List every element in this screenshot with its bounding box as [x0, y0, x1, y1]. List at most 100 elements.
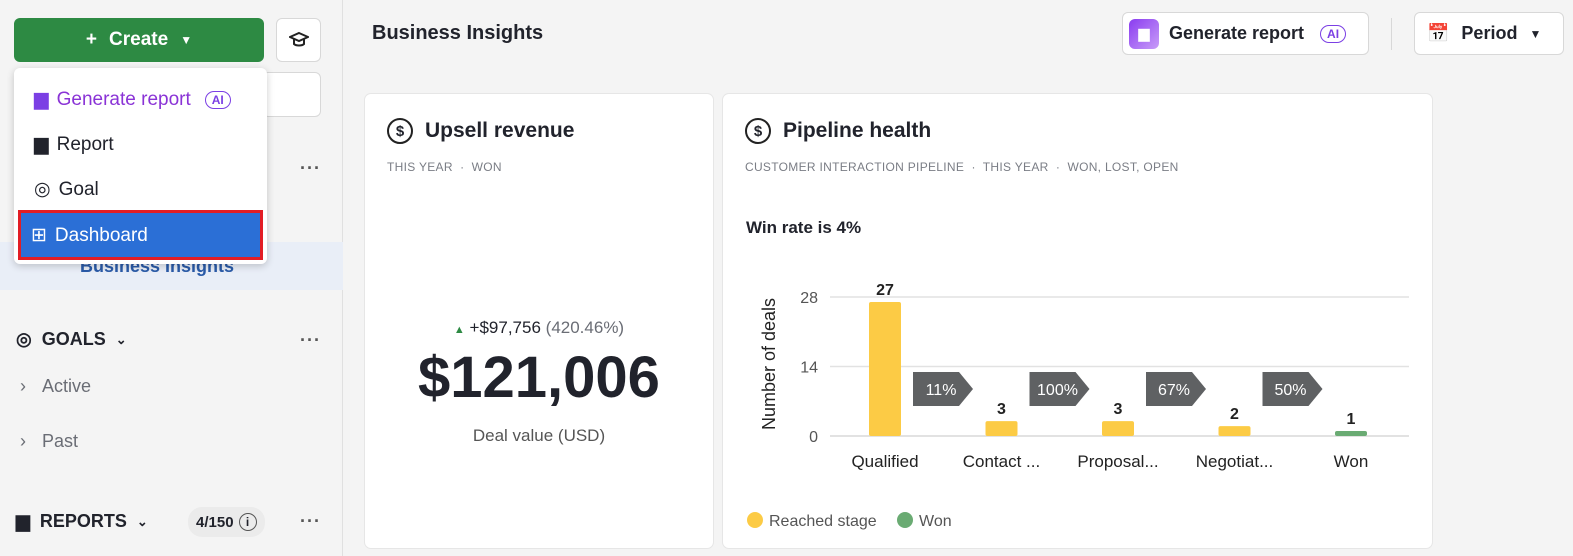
goals-section[interactable]: ◎ GOALS ⌄: [16, 329, 127, 350]
menu-item-generate-report[interactable]: ▆ Generate report AI: [34, 88, 231, 111]
button-label: Period: [1461, 23, 1518, 43]
change-value: +$97,756: [469, 318, 541, 337]
more-icon[interactable]: ···: [300, 330, 321, 350]
academy-button[interactable]: [276, 18, 321, 62]
title-text: Upsell revenue: [425, 119, 575, 142]
x-tick-label: Contact ...: [963, 452, 1040, 471]
create-button[interactable]: + Create ▼: [14, 18, 264, 62]
item-label: Goal: [58, 178, 99, 200]
search-input[interactable]: [262, 72, 321, 117]
target-icon: ◎: [34, 179, 51, 200]
goal-active[interactable]: › Active: [20, 376, 91, 397]
goal-past[interactable]: › Past: [20, 431, 78, 452]
graduation-cap-icon: [288, 31, 309, 47]
chevron-down-icon: ⌄: [115, 331, 127, 347]
x-tick-label: Won: [1334, 452, 1369, 471]
dollar-icon: $: [745, 118, 771, 144]
caret-down-icon: ▼: [180, 33, 193, 47]
conversion-rate: 11%: [926, 382, 957, 399]
reports-count-badge: 4/150 i: [188, 507, 265, 537]
legend-swatch: [747, 512, 763, 528]
caret-down-icon: ▼: [1529, 26, 1542, 41]
item-label: Past: [42, 431, 79, 451]
create-dropdown-menu: ▆ Generate report AI ▆ Report ◎ Goal ⊞ Dashbo…: [14, 68, 267, 264]
data-label: 3: [997, 401, 1006, 418]
divider: [1391, 18, 1392, 50]
section-title: REPORTS: [39, 511, 127, 531]
conversion-arrow: [1029, 372, 1090, 406]
pipeline-health-card[interactable]: $ Pipeline health CUSTOMER INTERACTION PI…: [723, 94, 1432, 548]
legend-swatch: [897, 512, 913, 528]
bar-chart-icon: ▆: [34, 89, 49, 110]
data-label: 1: [1347, 411, 1356, 428]
ai-badge: AI: [1320, 24, 1347, 43]
y-tick-label: 28: [800, 290, 818, 307]
badge-text: 4/150: [196, 513, 234, 531]
chevron-down-icon: ⌄: [136, 513, 148, 529]
item-label: Generate report: [56, 88, 191, 110]
more-icon[interactable]: ···: [300, 511, 321, 531]
period-dropdown[interactable]: 📅 Period ▼: [1414, 12, 1564, 55]
info-icon[interactable]: i: [238, 513, 257, 531]
target-icon: ◎: [16, 329, 32, 349]
calendar-icon: 📅: [1427, 23, 1450, 43]
ai-badge: AI: [204, 90, 231, 109]
more-icon[interactable]: ···: [300, 158, 321, 178]
arrow-up-icon: ▲: [453, 324, 465, 336]
reports-section[interactable]: ▆ REPORTS ⌄: [16, 511, 148, 532]
legend-label: Won: [919, 513, 952, 530]
section-title: GOALS: [41, 329, 106, 349]
menu-item-dashboard[interactable]: ⊞ Dashboard: [18, 210, 263, 260]
plus-icon: +: [85, 29, 98, 50]
legend-label: Reached stage: [769, 513, 877, 530]
upsell-revenue-card[interactable]: $ Upsell revenue THIS YEAR · WON ▲ +$97,7…: [365, 94, 713, 548]
chevron-right-icon: ›: [20, 431, 26, 451]
data-label: 27: [876, 282, 894, 299]
title-text: Pipeline health: [783, 119, 932, 142]
conversion-arrow: [1262, 372, 1323, 406]
bar: [1335, 431, 1367, 436]
x-tick-label: Negotiat...: [1196, 452, 1274, 471]
value-caption: Deal value (USD): [472, 426, 606, 445]
bar-chart-icon: ▆: [1129, 18, 1159, 49]
conversion-rate: 50%: [1274, 382, 1306, 399]
card-filters: THIS YEAR · WON: [387, 160, 502, 174]
page-title: Business Insights: [372, 22, 544, 44]
revenue-value: $121,006: [418, 345, 660, 410]
data-label: 3: [1114, 401, 1123, 418]
bar-chart-icon: ▆: [34, 134, 49, 155]
conversion-rate: 67%: [1158, 382, 1190, 399]
bar: [869, 301, 901, 436]
menu-item-report[interactable]: ▆ Report: [34, 133, 114, 156]
data-label: 2: [1230, 406, 1239, 423]
change-pct: (420.46%): [545, 318, 625, 337]
conversion-rate: 100%: [1037, 382, 1078, 399]
conversion-arrow: [913, 372, 973, 406]
dollar-icon: $: [387, 118, 413, 144]
change-row: ▲ +$97,756 (420.46%): [365, 318, 713, 338]
create-label: Create: [109, 29, 169, 50]
item-label: Report: [56, 133, 114, 155]
card-title: $ Pipeline health: [745, 118, 931, 144]
menu-item-goal[interactable]: ◎ Goal: [34, 178, 99, 201]
pipeline-chart: 0 14 28 Number of deals 27 Qualified 3 Contact …: [747, 282, 1409, 530]
x-tick-label: Qualified: [851, 452, 918, 471]
card-filters: CUSTOMER INTERACTION PIPELINE · THIS YEA…: [745, 160, 1179, 174]
x-tick-label: Proposal...: [1077, 452, 1158, 471]
y-tick-label: 0: [809, 429, 818, 446]
dashboard-icon: ⊞: [31, 225, 47, 246]
bar: [985, 421, 1018, 436]
item-label: Active: [42, 376, 92, 396]
bar: [1218, 426, 1251, 436]
win-rate: Win rate is 4%: [746, 218, 862, 237]
y-tick-label: 14: [800, 360, 818, 377]
card-title: $ Upsell revenue: [387, 118, 574, 144]
conversion-arrow: [1146, 372, 1206, 406]
button-label: Generate report: [1169, 23, 1305, 43]
chevron-right-icon: ›: [20, 376, 26, 396]
item-label: Dashboard: [54, 224, 148, 246]
bar: [1102, 421, 1134, 436]
y-axis-label: Number of deals: [759, 298, 779, 430]
bar-chart-icon: ▆: [16, 511, 30, 531]
generate-report-button[interactable]: ▆ Generate report AI: [1122, 12, 1369, 55]
